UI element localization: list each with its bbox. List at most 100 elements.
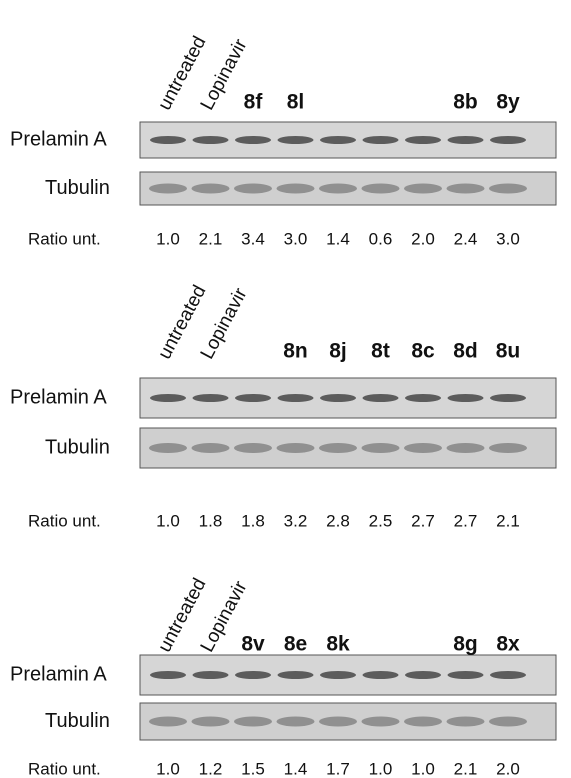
ratio-value: 1.5 [241, 759, 265, 778]
band [149, 184, 187, 194]
row-label: Ratio unt. [28, 759, 101, 778]
band [234, 184, 272, 194]
band [192, 184, 230, 194]
band [405, 671, 441, 679]
ratio-value: 2.0 [496, 759, 520, 778]
ratio-value: 3.2 [284, 511, 308, 530]
band [234, 717, 272, 727]
band [448, 671, 484, 679]
band [490, 394, 526, 402]
band [235, 671, 271, 679]
band [490, 671, 526, 679]
compound-label: 8k [326, 633, 350, 656]
compound-label: 8t [371, 340, 390, 363]
row-label: Prelamin A [10, 386, 107, 408]
ratio-value: 3.4 [241, 229, 265, 248]
band [193, 671, 229, 679]
band [278, 671, 314, 679]
ratio-value: 0.6 [369, 229, 393, 248]
band [362, 717, 400, 727]
row-label: Ratio unt. [28, 229, 101, 248]
band [362, 184, 400, 194]
band [448, 394, 484, 402]
band [447, 184, 485, 194]
band [489, 717, 527, 727]
ratio-value: 1.4 [326, 229, 350, 248]
compound-label: 8g [453, 633, 478, 656]
ratio-value: 1.4 [284, 759, 308, 778]
band [363, 671, 399, 679]
compound-label: 8j [329, 340, 347, 363]
band [404, 717, 442, 727]
compound-label: 8l [287, 91, 305, 114]
compound-label: 8c [411, 340, 435, 363]
figure: Prelamin A Tubulin Ratio unt. 1.0 2.1 3.4 3.0 1… [0, 0, 571, 778]
row-label: Prelamin A [10, 663, 107, 685]
ratio-value: 2.4 [454, 229, 478, 248]
compound-label: 8b [453, 91, 478, 114]
ratio-value: 2.1 [199, 229, 223, 248]
band [278, 394, 314, 402]
ratio-value: 2.0 [411, 229, 435, 248]
band [447, 443, 485, 453]
ratio-value: 1.0 [156, 229, 180, 248]
band [235, 136, 271, 144]
compound-label: 8n [283, 340, 308, 363]
band [363, 136, 399, 144]
row-label: Ratio unt. [28, 511, 101, 530]
band [405, 394, 441, 402]
band [149, 443, 187, 453]
band [320, 394, 356, 402]
band [490, 136, 526, 144]
ratio-value: 2.7 [411, 511, 435, 530]
row-label: Tubulin [45, 436, 110, 458]
band [319, 443, 357, 453]
band [149, 717, 187, 727]
ratio-value: 3.0 [284, 229, 308, 248]
ratio-value: 2.1 [454, 759, 478, 778]
ratio-value: 1.0 [369, 759, 393, 778]
ratio-value: 1.0 [411, 759, 435, 778]
compound-label: 8y [496, 91, 520, 114]
band [277, 443, 315, 453]
band [150, 136, 186, 144]
band [319, 184, 357, 194]
band [150, 394, 186, 402]
ratio-value: 2.5 [369, 511, 393, 530]
band [363, 394, 399, 402]
band [193, 136, 229, 144]
ratio-value: 1.8 [241, 511, 265, 530]
band [448, 136, 484, 144]
ratio-value: 1.8 [199, 511, 223, 530]
band [319, 717, 357, 727]
band [277, 184, 315, 194]
compound-label: 8x [496, 633, 520, 656]
ratio-value: 1.7 [326, 759, 350, 778]
compound-label: 8d [453, 340, 478, 363]
ratio-value: 3.0 [496, 229, 520, 248]
band [404, 184, 442, 194]
band [193, 394, 229, 402]
band [489, 184, 527, 194]
row-label: Tubulin [45, 177, 110, 199]
row-label: Tubulin [45, 710, 110, 732]
band [362, 443, 400, 453]
ratio-value: 1.2 [199, 759, 223, 778]
compound-label: 8f [244, 91, 264, 114]
band [150, 671, 186, 679]
ratio-value: 1.0 [156, 511, 180, 530]
band [278, 136, 314, 144]
ratio-value: 2.8 [326, 511, 350, 530]
compound-label: 8e [284, 633, 307, 656]
band [405, 136, 441, 144]
row-label: Prelamin A [10, 128, 107, 150]
band [489, 443, 527, 453]
band [277, 717, 315, 727]
band [234, 443, 272, 453]
band [320, 136, 356, 144]
band [192, 717, 230, 727]
band [320, 671, 356, 679]
band [192, 443, 230, 453]
ratio-value: 1.0 [156, 759, 180, 778]
band [235, 394, 271, 402]
